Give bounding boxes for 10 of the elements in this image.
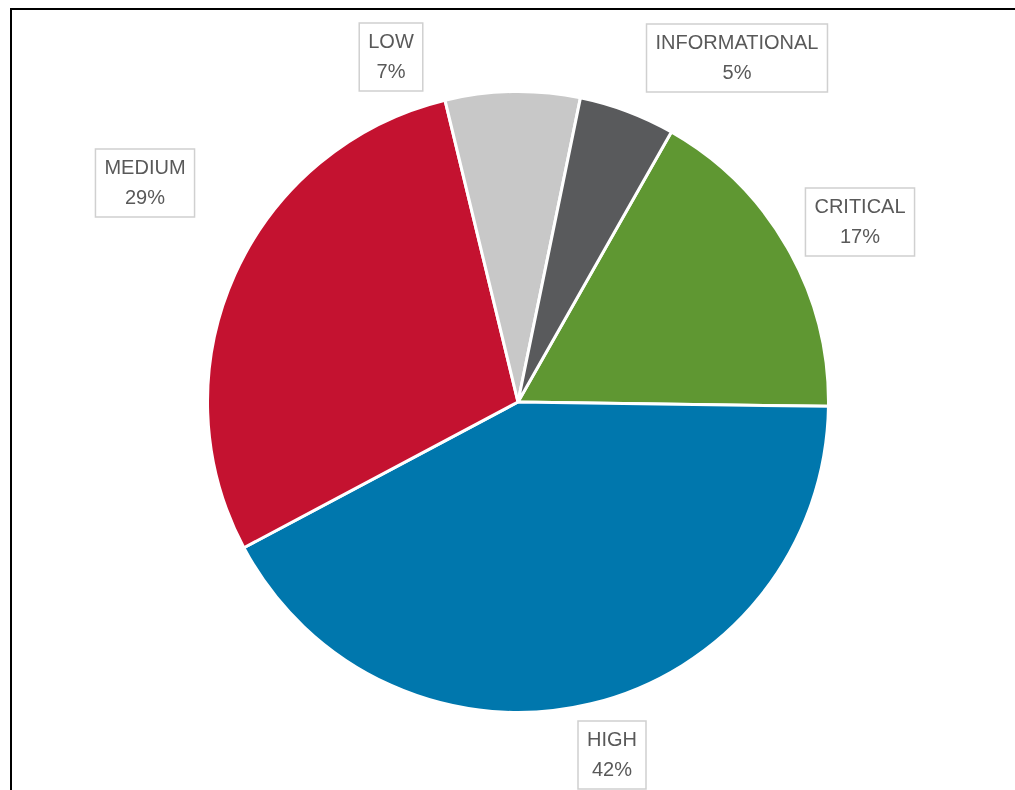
slice-label: MEDIUM — [104, 155, 186, 178]
slice-label: LOW — [368, 29, 414, 52]
data-label: 17% — [839, 224, 881, 247]
slice-label: CRITICAL — [814, 194, 906, 217]
slice-label: INFORMATIONAL — [655, 30, 819, 53]
data-label: 29% — [124, 185, 166, 208]
data-label: 7% — [376, 59, 406, 82]
data-label: 42% — [591, 757, 633, 780]
data-label: 5% — [722, 60, 752, 83]
slice-label: HIGH — [587, 727, 637, 750]
